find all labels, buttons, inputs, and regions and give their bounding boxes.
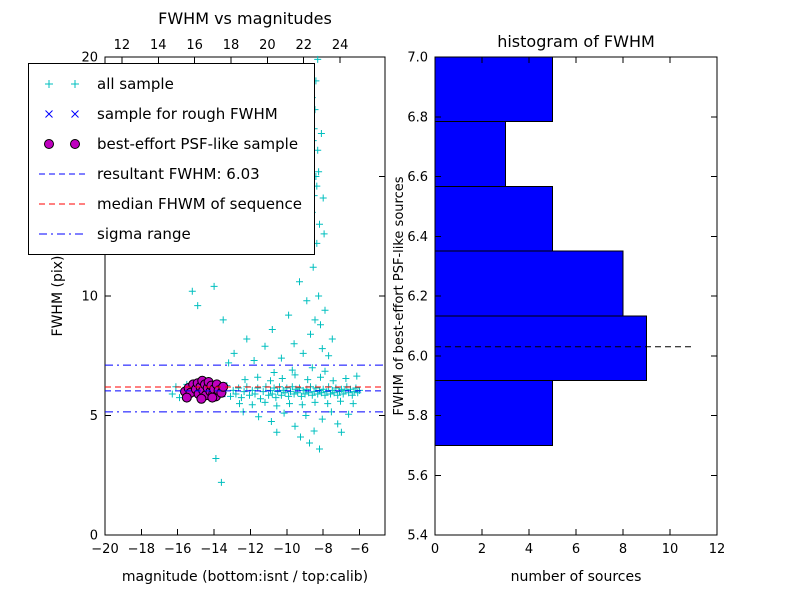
x-tick-label: −20 bbox=[91, 542, 118, 557]
left-x-axis-label: magnitude (bottom:isnt / top:calib) bbox=[122, 569, 368, 585]
top-tick-label: 12 bbox=[114, 38, 131, 53]
bottom-axis-ticks bbox=[104, 529, 361, 535]
hist-y-tick-label: 6.8 bbox=[407, 110, 428, 125]
hist-x-tick-label: 4 bbox=[525, 542, 533, 557]
top-tick-label: 20 bbox=[259, 38, 276, 53]
legend-label: sample for rough FWHM bbox=[97, 105, 278, 123]
hist-x-tick-label: 12 bbox=[709, 542, 726, 557]
dashdot-legend-marker-icon bbox=[39, 233, 85, 235]
histogram-bars bbox=[434, 56, 647, 446]
x-tick-label: −12 bbox=[237, 542, 264, 557]
histogram-bar bbox=[434, 315, 647, 382]
histogram-plot: 0 2 4 6 8 10 12 5.4 5.6 5.8 6.0 6.2 6.4 6.6 6.8 7.0 hist… bbox=[392, 32, 725, 585]
top-tick-label: 14 bbox=[150, 38, 167, 53]
hist-x-tick-label: 2 bbox=[478, 542, 486, 557]
top-axis-ticks bbox=[121, 57, 341, 63]
right-y-axis-label: FWHM of best-effort PSF-like sources bbox=[392, 176, 407, 415]
legend-label: all sample bbox=[97, 75, 174, 93]
right-chart-title: histogram of FWHM bbox=[497, 32, 655, 51]
legend-item-5: sigma range bbox=[37, 219, 302, 249]
x-tick-label: −6 bbox=[350, 542, 369, 557]
y-tick-label: 10 bbox=[81, 290, 98, 305]
top-tick-label: 22 bbox=[295, 38, 312, 53]
x-legend-marker-icon bbox=[45, 110, 79, 118]
hist-y-ticks bbox=[435, 56, 717, 536]
y-tick-label: 0 bbox=[90, 529, 98, 544]
x-tick-label: −18 bbox=[128, 542, 155, 557]
histogram-bar bbox=[434, 380, 553, 446]
legend-item-0: all sample bbox=[37, 69, 302, 99]
hist-y-tick-label: 6.2 bbox=[407, 290, 428, 305]
top-tick-label: 18 bbox=[223, 38, 240, 53]
legend: all sample sample for rough FWHM best-effo… bbox=[28, 63, 315, 255]
hist-x-tick-label: 10 bbox=[662, 542, 679, 557]
dashed-legend-marker-icon bbox=[39, 203, 85, 205]
hist-y-tick-label: 6.0 bbox=[407, 349, 428, 364]
plus-legend-marker-icon bbox=[45, 80, 79, 88]
x-tick-label: −8 bbox=[314, 542, 333, 557]
legend-item-2: best-effort PSF-like sample bbox=[37, 129, 302, 159]
psf-like-series bbox=[180, 375, 229, 404]
x-tick-label: −10 bbox=[273, 542, 300, 557]
hist-y-tick-label: 7.0 bbox=[407, 51, 428, 66]
left-chart-title: FWHM vs magnitudes bbox=[158, 9, 332, 28]
hist-x-ticks bbox=[434, 57, 718, 535]
left-y-axis-label: FWHM (pix) bbox=[50, 256, 66, 337]
hist-x-tick-label: 6 bbox=[572, 542, 580, 557]
hist-y-tick-label: 5.8 bbox=[407, 409, 428, 424]
legend-label: resultant FWHM: 6.03 bbox=[97, 165, 260, 183]
legend-item-4: median FHWM of sequence bbox=[37, 189, 302, 219]
legend-item-1: sample for rough FWHM bbox=[37, 99, 302, 129]
right-x-axis-label: number of sources bbox=[511, 569, 642, 585]
top-tick-label: 16 bbox=[186, 38, 203, 53]
dashed-legend-marker-icon bbox=[39, 173, 85, 175]
hist-y-tick-label: 6.6 bbox=[407, 170, 428, 185]
hist-x-tick-label: 0 bbox=[431, 542, 439, 557]
circle-legend-marker-icon bbox=[44, 139, 80, 149]
hist-y-tick-label: 5.6 bbox=[407, 469, 428, 484]
hist-y-tick-label: 5.4 bbox=[407, 529, 428, 544]
hist-y-tick-label: 6.4 bbox=[407, 230, 428, 245]
histogram-bar bbox=[434, 250, 624, 317]
hist-x-tick-label: 8 bbox=[619, 542, 627, 557]
legend-label: sigma range bbox=[97, 225, 191, 243]
legend-item-3: resultant FWHM: 6.03 bbox=[37, 159, 302, 189]
y-tick-label: 20 bbox=[81, 51, 98, 66]
x-tick-label: −14 bbox=[200, 542, 227, 557]
histogram-bar bbox=[434, 121, 506, 187]
histogram-bar bbox=[434, 185, 553, 252]
legend-label: median FHWM of sequence bbox=[97, 195, 302, 213]
y-tick-label: 5 bbox=[90, 409, 98, 424]
top-tick-label: 24 bbox=[332, 38, 349, 53]
x-tick-label: −16 bbox=[164, 542, 191, 557]
legend-label: best-effort PSF-like sample bbox=[97, 135, 299, 153]
histogram-bar bbox=[434, 56, 553, 123]
